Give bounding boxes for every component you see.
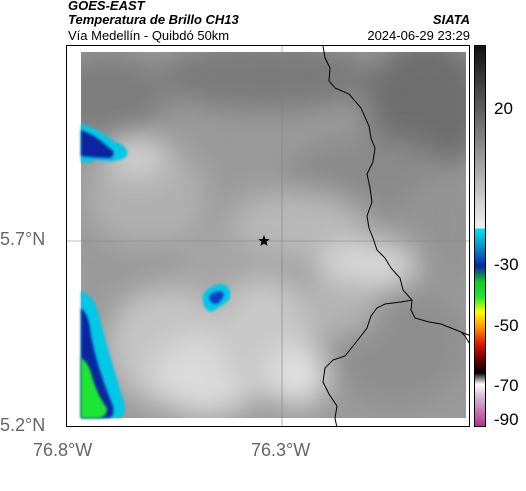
satellite-map[interactable] (66, 45, 470, 427)
lon-tick-label-76-8: 76.8°W (33, 440, 93, 460)
cold-cloud-northwest (81, 124, 128, 163)
lat-tick-label-5-7: 5.7°N (0, 229, 46, 249)
temperature-colorbar (474, 45, 486, 427)
star-marker-icon[interactable] (258, 235, 270, 246)
map-canvas (67, 46, 469, 426)
cold-cloud-southwest (81, 291, 125, 418)
agency-label: SIATA (432, 12, 470, 27)
cloud-texture (67, 46, 469, 416)
product-title: Temperatura de Brillo CH13 (68, 12, 239, 27)
lat-tick-label-5-2: 5.2°N (0, 415, 46, 435)
region-label: Vía Medellín - Quibdó 50km (68, 28, 230, 43)
cold-cloud-center (202, 284, 231, 312)
colorbar-tick-label: -30 (494, 255, 519, 274)
colorbar-tick-label: -50 (494, 316, 519, 335)
datetime-label: 2024-06-29 23:29 (367, 28, 470, 43)
satellite-title: GOES-EAST (68, 0, 145, 13)
colorbar-tick-label: -90 (494, 410, 519, 429)
department-borders (322, 46, 469, 426)
colorbar-tick-label: -70 (494, 376, 519, 395)
lon-tick-label-76-3: 76.3°W (251, 440, 311, 460)
colorbar-tick-label: 20 (494, 99, 513, 118)
